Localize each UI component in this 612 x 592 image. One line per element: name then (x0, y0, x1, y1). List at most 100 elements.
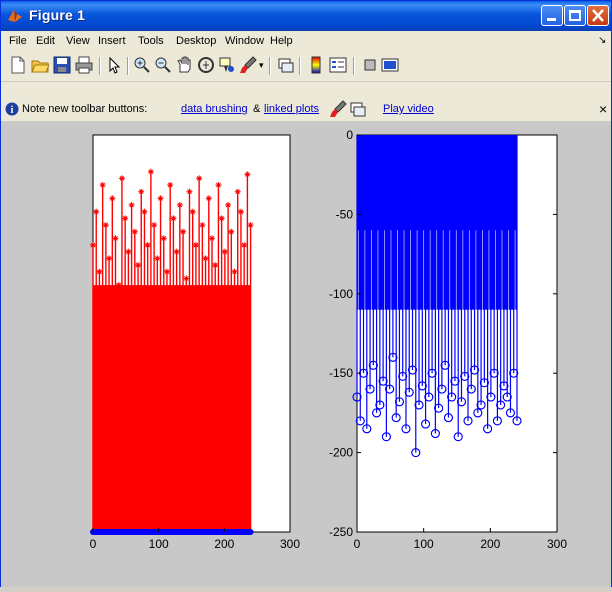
legend-icon[interactable] (329, 56, 347, 74)
stem-marker-circle (372, 408, 382, 418)
stem-marker-circle (375, 400, 385, 410)
stem-marker-star (157, 195, 164, 202)
toolbar-separator (127, 57, 129, 75)
stem-marker-star (154, 255, 161, 262)
x-tick-label: 0 (354, 537, 361, 551)
stem-marker-circle (368, 360, 378, 370)
pointer-icon[interactable] (105, 56, 123, 74)
stem-marker-star (237, 208, 244, 215)
rotate-3d-icon[interactable] (197, 56, 215, 74)
menu-edit[interactable]: Edit (36, 35, 55, 47)
title-bar[interactable]: Figure 1 (1, 1, 611, 31)
stem-marker-star (160, 235, 167, 242)
toolbar-separator (353, 57, 355, 75)
play-video-link[interactable]: Play video (383, 103, 434, 115)
save-icon[interactable] (53, 56, 71, 74)
data-brushing-link[interactable]: data brushing (181, 103, 248, 115)
brush-icon[interactable] (239, 56, 257, 74)
stem-marker-circle (404, 387, 414, 397)
close-infobar-button[interactable]: × (599, 101, 608, 117)
new-figure-icon[interactable] (9, 56, 27, 74)
stem-marker-circle (447, 392, 457, 402)
data-cursor-icon[interactable] (218, 56, 236, 74)
link-plot-icon (350, 102, 366, 117)
stem-marker-circle (408, 365, 418, 375)
stem-marker-circle (378, 376, 388, 386)
menu-file[interactable]: File (9, 35, 27, 47)
stem-marker-star (234, 188, 241, 195)
stem-marker-star (218, 215, 225, 222)
maximize-button[interactable] (564, 5, 586, 26)
stem-marker-circle (476, 400, 486, 410)
menu-dock-arrow-icon[interactable]: ↘ (598, 35, 607, 46)
stem-marker-circle (394, 397, 404, 407)
print-icon[interactable] (75, 56, 93, 74)
stem-marker-circle (499, 381, 509, 391)
stem-marker-star (106, 255, 113, 262)
menu-view[interactable]: View (66, 35, 90, 47)
stem-marker-circle (398, 371, 408, 381)
stem-marker-circle (456, 397, 466, 407)
stem-marker-star (128, 202, 135, 209)
stem-marker-circle (509, 368, 519, 378)
toolbar-separator (299, 57, 301, 75)
minimize-icon (547, 18, 556, 21)
zoom-in-icon[interactable] (133, 56, 151, 74)
zoom-out-icon[interactable] (154, 56, 172, 74)
menu-window[interactable]: Window (225, 35, 265, 47)
stem-marker-star (183, 275, 190, 282)
stem-marker-star (170, 215, 177, 222)
stem-marker-circle (424, 392, 434, 402)
stem-marker-circle (505, 408, 515, 418)
figure-canvas: 0 100 200 300 0 100 200 300 0 -50 -100 -150 -200 -250 (1, 121, 611, 587)
minimize-button[interactable] (541, 5, 563, 26)
matlab-logo-icon (8, 10, 22, 22)
stem-marker-star (131, 228, 138, 235)
dropdown-arrow-icon[interactable]: ▾ (259, 60, 264, 70)
stem-marker-circle (479, 378, 489, 388)
window-title: Figure 1 (29, 7, 86, 23)
stem-marker-circle (434, 403, 444, 413)
stem-marker-star (141, 208, 148, 215)
stem-marker-star (196, 175, 203, 182)
stem-marker-circle (417, 381, 427, 391)
menu-desktop[interactable]: Desktop (176, 35, 217, 47)
linked-plots-link[interactable]: linked plots (264, 103, 320, 115)
stem-marker-star (186, 188, 193, 195)
stem-marker-star (180, 228, 187, 235)
stem-marker-star (93, 208, 100, 215)
x-tick-label: 100 (149, 537, 169, 551)
stem-marker-circle (473, 408, 483, 418)
y-tick-label: -250 (329, 525, 353, 539)
stem-marker-circle (496, 400, 506, 410)
stem-marker-circle (460, 371, 470, 381)
close-window-button[interactable] (587, 5, 609, 26)
y-tick-label: -50 (336, 207, 354, 221)
stem-marker-circle (437, 384, 447, 394)
stem-marker-star (99, 182, 106, 189)
stem-marker-circle (352, 392, 362, 402)
stem-marker-circle (388, 352, 398, 362)
stem-marker-circle (486, 392, 496, 402)
menu-help[interactable]: Help (270, 35, 293, 47)
stem-marker-star (147, 168, 154, 175)
stem-marker-circle (489, 368, 499, 378)
stem-marker-circle (430, 429, 440, 439)
stem-marker-star (109, 195, 116, 202)
stem-marker-star (199, 222, 206, 229)
stem-marker-star (163, 268, 170, 275)
show-plot-tools-icon[interactable] (381, 56, 399, 74)
menu-insert[interactable]: Insert (98, 35, 126, 47)
link-plot-icon[interactable] (277, 56, 295, 74)
open-file-icon[interactable] (31, 56, 49, 74)
stem-marker-star (228, 228, 235, 235)
stem-marker-star (192, 242, 199, 249)
stem-marker-circle (401, 424, 411, 434)
stem-marker-circle (450, 376, 460, 386)
hide-plot-tools-icon[interactable] (361, 56, 379, 74)
colorbar-icon[interactable] (307, 56, 325, 74)
menu-tools[interactable]: Tools (138, 35, 164, 47)
stem-marker-circle (443, 413, 453, 423)
stem-marker-star (221, 248, 228, 255)
pan-icon[interactable] (175, 56, 193, 74)
